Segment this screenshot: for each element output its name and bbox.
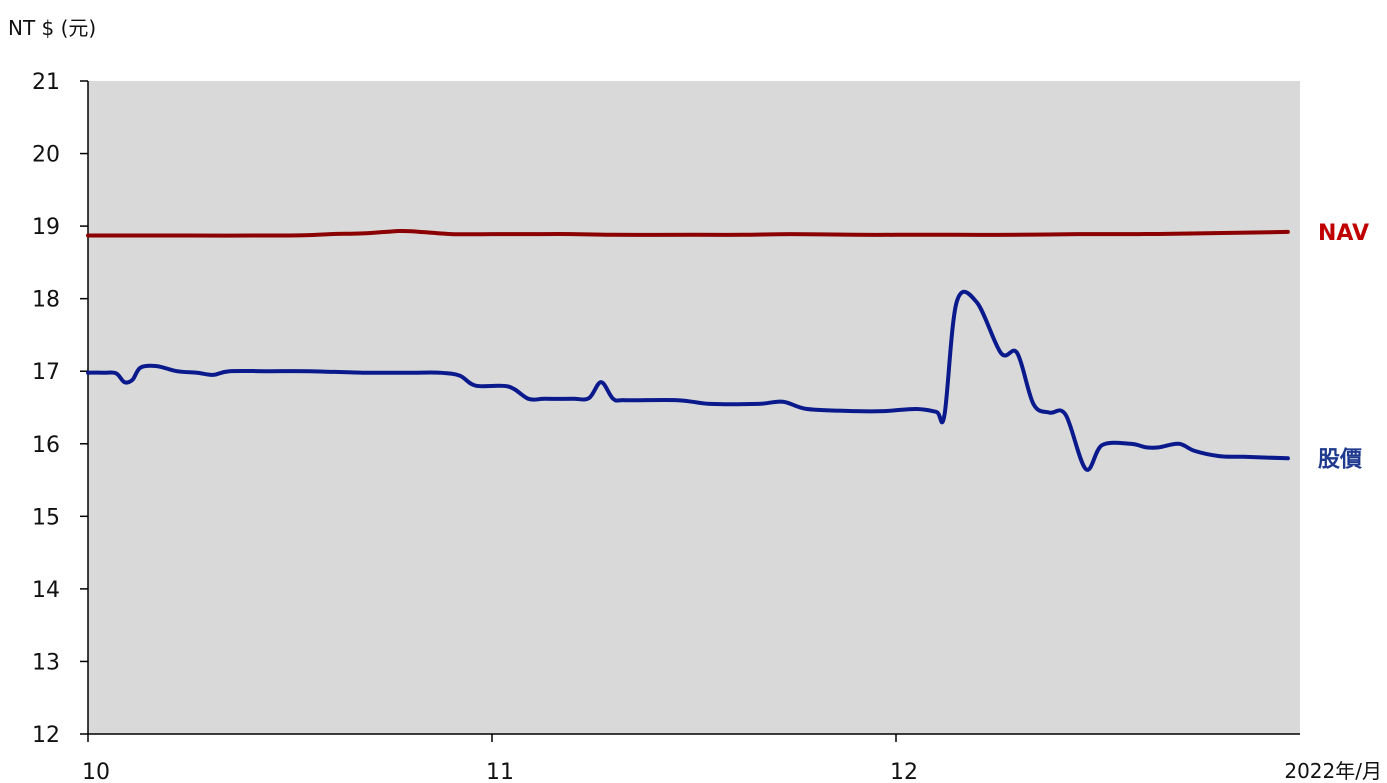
plot-area [88,81,1300,734]
series-labels: NAV 股價 [1318,221,1369,472]
x-axis-ticks: 10 11 12 [82,734,918,783]
y-axis-ticks: 21 20 19 18 17 16 15 14 13 12 [32,70,88,748]
y-tick-label: 14 [32,578,60,603]
y-tick-label: 15 [32,505,60,530]
series-label-0: NAV [1318,221,1369,246]
series-line-0 [86,228,1290,238]
y-tick-label: 20 [32,143,60,168]
y-tick-label: 18 [32,288,60,313]
y-tick-label: 12 [32,723,60,748]
x-tick-label: 12 [890,760,918,783]
x-tick-label: 11 [486,760,514,783]
series-layer [86,228,1290,472]
y-tick-label: 21 [32,70,60,95]
y-tick-label: 13 [32,650,60,675]
y-tick-label: 16 [32,433,60,458]
x-tick-label: 10 [82,760,110,783]
y-tick-label: 17 [32,360,60,385]
x-axis-unit-label: 2022年/月 [1284,759,1382,783]
y-tick-label: 19 [32,215,60,240]
y-axis-unit-label: NT $ (元) [8,16,96,40]
series-line-1 [86,289,1290,472]
series-label-1: 股價 [1318,447,1363,472]
